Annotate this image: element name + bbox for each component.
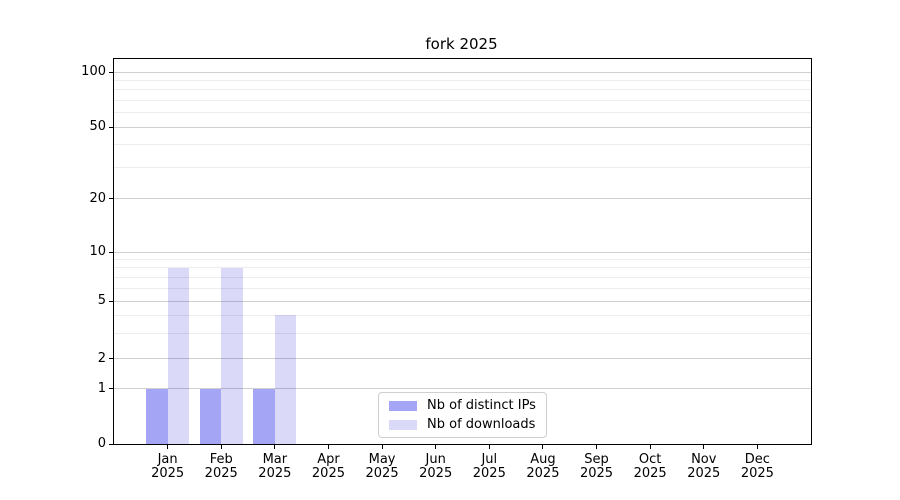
x-tick-mark bbox=[381, 445, 383, 449]
x-tick-label: May 2025 bbox=[365, 452, 399, 481]
x-tick-label: Oct 2025 bbox=[633, 452, 667, 481]
x-tick-label: Apr 2025 bbox=[311, 452, 345, 481]
major-gridline bbox=[114, 126, 811, 128]
minor-gridline bbox=[114, 258, 811, 260]
x-tick-label: Jan 2025 bbox=[151, 452, 185, 481]
minor-gridline bbox=[114, 166, 811, 168]
minor-gridline bbox=[114, 287, 811, 289]
minor-gridline bbox=[114, 144, 811, 146]
major-gridline bbox=[114, 358, 811, 360]
legend-label-downloads: Nb of downloads bbox=[427, 417, 536, 432]
plot-area: 0 1 2 5 10 20 50 100 Jan 2025 Feb 2025 Mar 2025 Apr… bbox=[81, 58, 812, 481]
minor-gridline bbox=[114, 332, 811, 334]
legend-item-distinct-ips: Nb of distinct IPs bbox=[389, 398, 536, 413]
y-tick-mark bbox=[109, 358, 113, 360]
y-tick-mark bbox=[109, 251, 113, 253]
x-tick-label: Sep 2025 bbox=[579, 452, 614, 481]
bar-downloads-feb bbox=[221, 267, 243, 444]
major-gridline bbox=[114, 300, 811, 302]
y-tick-mark bbox=[109, 443, 113, 445]
x-tick-mark bbox=[542, 445, 544, 449]
minor-gridline bbox=[114, 79, 811, 81]
major-gridline bbox=[114, 251, 811, 253]
minor-gridline bbox=[114, 89, 811, 91]
x-tick-label: Jul 2025 bbox=[472, 452, 506, 481]
y-tick-mark bbox=[109, 126, 113, 128]
x-tick-label: Jun 2025 bbox=[419, 452, 453, 481]
y-tick-label: 5 bbox=[97, 293, 106, 308]
y-tick-label: 10 bbox=[89, 244, 106, 259]
bar-distinct-ips-mar bbox=[253, 388, 275, 444]
legend-label-distinct-ips: Nb of distinct IPs bbox=[427, 398, 536, 413]
x-tick-mark bbox=[756, 445, 758, 449]
x-tick-mark bbox=[488, 445, 490, 449]
x-tick-label: Feb 2025 bbox=[204, 452, 238, 481]
x-tick-mark bbox=[703, 445, 705, 449]
minor-gridline bbox=[114, 276, 811, 278]
legend-swatch-distinct-ips bbox=[389, 400, 417, 411]
bar-distinct-ips-feb bbox=[199, 388, 222, 444]
legend-item-downloads: Nb of downloads bbox=[389, 417, 536, 432]
bar-distinct-ips-jan bbox=[146, 388, 168, 444]
bar-downloads-mar bbox=[274, 315, 297, 444]
major-gridline bbox=[114, 71, 811, 73]
y-tick-mark bbox=[109, 388, 113, 390]
x-tick-mark bbox=[167, 445, 169, 449]
minor-gridline bbox=[114, 267, 811, 269]
y-tick-label: 100 bbox=[81, 64, 106, 79]
y-tick-mark bbox=[109, 300, 113, 302]
y-tick-mark bbox=[109, 71, 113, 73]
x-tick-mark bbox=[327, 445, 329, 449]
y-tick-label: 1 bbox=[97, 380, 106, 396]
y-tick-label: 50 bbox=[89, 119, 106, 135]
y-tick-label: 2 bbox=[97, 350, 106, 366]
legend: Nb of distinct IPs Nb of downloads bbox=[378, 392, 547, 438]
y-tick-label: 0 bbox=[97, 436, 106, 451]
major-gridline bbox=[114, 388, 811, 390]
bar-downloads-jan bbox=[167, 267, 190, 444]
major-gridline bbox=[114, 198, 811, 200]
minor-gridline bbox=[114, 314, 811, 316]
y-tick-mark bbox=[109, 198, 113, 200]
x-tick-label: Aug 2025 bbox=[526, 452, 560, 481]
x-tick-mark bbox=[274, 445, 276, 449]
chart-title: fork 2025 bbox=[425, 35, 498, 53]
minor-gridline bbox=[114, 100, 811, 102]
x-tick-mark bbox=[596, 445, 598, 449]
x-tick-label: Nov 2025 bbox=[687, 452, 721, 481]
x-tick-label: Mar 2025 bbox=[258, 452, 292, 481]
legend-swatch-downloads bbox=[389, 419, 417, 430]
x-tick-label: Dec 2025 bbox=[740, 452, 774, 481]
y-tick-label: 20 bbox=[89, 190, 106, 206]
minor-gridline bbox=[114, 112, 811, 114]
x-tick-mark bbox=[435, 445, 437, 449]
x-tick-mark bbox=[649, 445, 651, 449]
x-tick-mark bbox=[220, 445, 222, 449]
